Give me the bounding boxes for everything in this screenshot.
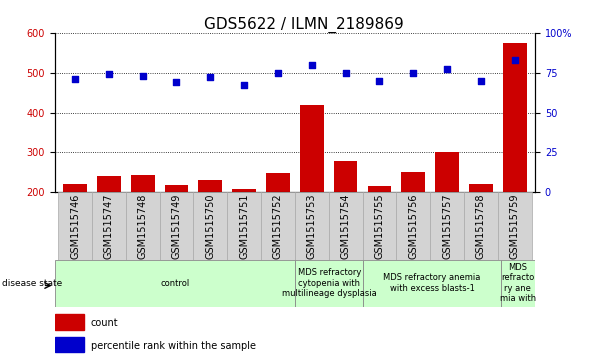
Bar bbox=[55, 337, 83, 352]
Text: control: control bbox=[160, 279, 190, 287]
Point bbox=[104, 71, 114, 77]
Bar bbox=[97, 176, 120, 272]
Bar bbox=[368, 187, 392, 272]
Bar bbox=[501, 260, 535, 307]
Point bbox=[240, 82, 249, 88]
Bar bbox=[55, 314, 83, 330]
Point bbox=[138, 73, 148, 79]
Text: count: count bbox=[91, 318, 119, 328]
Point bbox=[70, 76, 80, 82]
Text: percentile rank within the sample: percentile rank within the sample bbox=[91, 341, 256, 351]
Bar bbox=[396, 192, 430, 260]
Bar bbox=[498, 192, 531, 260]
Bar bbox=[131, 175, 154, 272]
Bar bbox=[334, 161, 358, 272]
Text: GSM1515752: GSM1515752 bbox=[273, 193, 283, 259]
Bar bbox=[227, 192, 261, 260]
Bar bbox=[295, 192, 329, 260]
Bar bbox=[430, 192, 464, 260]
Bar bbox=[401, 172, 425, 272]
Point bbox=[510, 57, 520, 63]
Text: GSM1515747: GSM1515747 bbox=[104, 193, 114, 259]
Bar bbox=[364, 260, 501, 307]
Text: MDS refractory
cytopenia with
multilineage dysplasia: MDS refractory cytopenia with multilinea… bbox=[282, 268, 376, 298]
Text: MDS
refracto
ry ane
mia with: MDS refracto ry ane mia with bbox=[500, 263, 536, 303]
Bar bbox=[362, 192, 396, 260]
Point bbox=[171, 79, 181, 85]
Text: GSM1515749: GSM1515749 bbox=[171, 193, 182, 259]
Text: GSM1515746: GSM1515746 bbox=[70, 193, 80, 259]
Text: GSM1515751: GSM1515751 bbox=[239, 193, 249, 259]
Text: GSM1515750: GSM1515750 bbox=[206, 193, 215, 259]
Bar bbox=[193, 192, 227, 260]
Text: GSM1515756: GSM1515756 bbox=[408, 193, 418, 259]
Text: GDS5622 / ILMN_2189869: GDS5622 / ILMN_2189869 bbox=[204, 16, 404, 33]
Point bbox=[375, 78, 384, 83]
Text: disease state: disease state bbox=[2, 279, 62, 287]
Text: GSM1515758: GSM1515758 bbox=[476, 193, 486, 259]
Bar bbox=[266, 173, 290, 272]
Text: GSM1515759: GSM1515759 bbox=[510, 193, 520, 259]
Bar bbox=[232, 189, 256, 272]
Bar bbox=[159, 192, 193, 260]
Bar bbox=[435, 152, 459, 272]
Point bbox=[476, 78, 486, 83]
Point bbox=[206, 74, 215, 80]
Bar bbox=[261, 192, 295, 260]
Point bbox=[442, 66, 452, 72]
Text: GSM1515754: GSM1515754 bbox=[340, 193, 351, 259]
Bar bbox=[300, 105, 323, 272]
Point bbox=[340, 70, 350, 76]
Bar bbox=[92, 192, 126, 260]
Text: GSM1515753: GSM1515753 bbox=[307, 193, 317, 259]
Bar bbox=[329, 192, 362, 260]
Bar bbox=[469, 184, 492, 272]
Point bbox=[273, 70, 283, 76]
Bar bbox=[503, 43, 527, 272]
Text: GSM1515748: GSM1515748 bbox=[137, 193, 148, 259]
Bar bbox=[198, 180, 222, 272]
Bar bbox=[464, 192, 498, 260]
Text: GSM1515757: GSM1515757 bbox=[442, 193, 452, 259]
Bar bbox=[63, 184, 87, 272]
Bar bbox=[295, 260, 364, 307]
Point bbox=[307, 62, 317, 68]
Text: MDS refractory anemia
with excess blasts-1: MDS refractory anemia with excess blasts… bbox=[384, 273, 481, 293]
Bar bbox=[126, 192, 159, 260]
Bar bbox=[165, 185, 188, 272]
Bar bbox=[58, 192, 92, 260]
Bar bbox=[55, 260, 295, 307]
Text: GSM1515755: GSM1515755 bbox=[375, 193, 384, 259]
Point bbox=[409, 70, 418, 76]
